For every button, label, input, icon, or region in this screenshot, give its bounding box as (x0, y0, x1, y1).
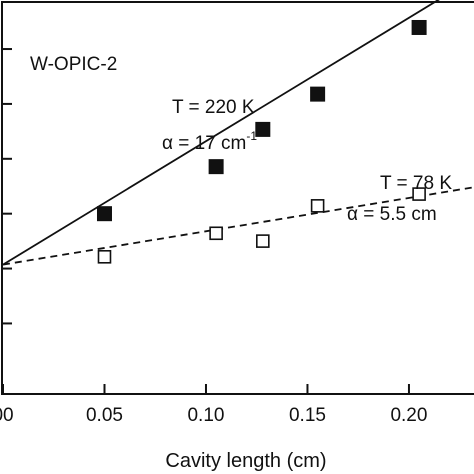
x-axis-label: Cavity length (cm) (165, 450, 326, 472)
x-tick-label: 00 (0, 405, 14, 426)
x-tick-label: 0.20 (390, 405, 427, 426)
y-ticks (3, 48, 12, 325)
annotation-220k-alpha: α = 17 cm-1 (162, 129, 257, 154)
point-series-2 (412, 187, 426, 201)
point-series-2 (310, 199, 325, 213)
x-tick-label: 0.05 (86, 405, 123, 426)
point-series-2 (209, 226, 223, 241)
annotation-78k-temperature: T = 78 K (380, 173, 452, 194)
plot-frame (1, 1, 474, 395)
point-series-1 (310, 86, 326, 102)
point-series-2 (97, 250, 112, 264)
x-tick-label: 0.15 (289, 405, 326, 426)
fit-line-series-2 (2, 186, 474, 266)
fit-lines (2, 0, 474, 266)
point-series-1 (208, 159, 224, 175)
annotation-78k-alpha: α = 5.5 cm (347, 204, 437, 225)
point-series-1 (96, 206, 112, 222)
point-series-1 (411, 19, 427, 35)
fit-line-series-1 (2, 0, 440, 266)
point-series-2 (256, 234, 270, 248)
point-series-1 (255, 121, 271, 137)
x-tick-label: 0.10 (187, 405, 224, 426)
data-points (96, 19, 427, 264)
sample-label: W-OPIC-2 (30, 54, 117, 75)
x-ticks: 00 0.05 0.10 0.15 0.20 (0, 384, 427, 426)
annotation-220k-temperature: T = 220 K (172, 97, 255, 118)
